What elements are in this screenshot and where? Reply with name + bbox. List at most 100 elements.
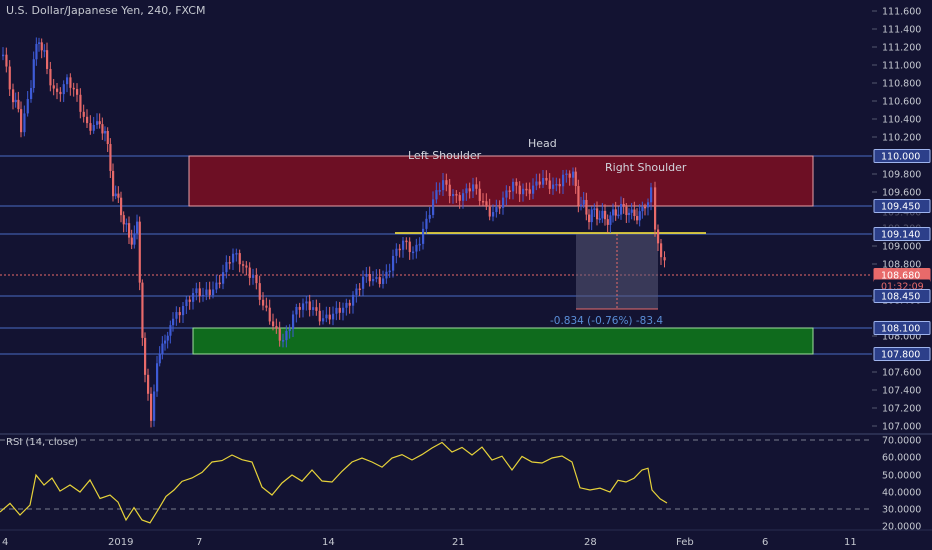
candle-body (156, 363, 159, 392)
time-axis[interactable]: 4 2019 7 14 21 28 Feb 6 11 (2, 537, 857, 548)
price-tick-label: 109.600 (882, 188, 921, 199)
price-tick-label: 109.000 (882, 242, 921, 253)
candle-body (492, 212, 495, 217)
time-axis-label: 7 (196, 537, 202, 548)
candle-body (308, 301, 311, 310)
candle-body (604, 210, 607, 220)
candle-body (558, 184, 561, 187)
head-label: Head (528, 137, 557, 150)
price-axis-panel[interactable] (872, 0, 932, 434)
candle-body (40, 42, 43, 51)
candle-body (133, 233, 136, 245)
candle-body (332, 313, 335, 320)
candle-body (62, 84, 65, 95)
candle-body (202, 294, 205, 297)
rsi-tick-label: 50.0000 (882, 471, 921, 482)
candle-body (412, 251, 415, 254)
candle-body (325, 314, 328, 319)
candle-body (502, 197, 505, 208)
candle-body (35, 43, 38, 60)
candle-body (98, 121, 101, 125)
candle-body (235, 253, 238, 255)
candle-body (86, 116, 89, 124)
candle-body (425, 218, 428, 229)
candle-body (136, 221, 139, 234)
candle-body (166, 335, 169, 341)
rsi-line[interactable] (0, 441, 668, 524)
candle-body (628, 212, 631, 216)
candle-body (104, 130, 107, 134)
price-tick-label: 108.800 (882, 260, 921, 271)
support-zone[interactable] (192, 327, 814, 355)
candle-body (285, 330, 288, 341)
time-axis-label: Feb (676, 537, 694, 548)
candle-body (472, 184, 475, 192)
candle-body (52, 85, 55, 89)
candle-body (568, 173, 571, 178)
candle-body (315, 307, 318, 311)
candle-body (2, 54, 5, 57)
resistance-zone[interactable] (188, 155, 814, 207)
symbol-title[interactable]: U.S. Dollar/Japanese Yen, 240, FXCM (6, 4, 206, 17)
candle-body (475, 184, 478, 189)
candle-body (242, 264, 245, 266)
candle-body (488, 206, 491, 217)
candle-body (69, 77, 72, 88)
candle-body (395, 248, 398, 256)
candle-body (647, 202, 650, 208)
candle-body (542, 178, 545, 185)
candle-body (288, 329, 291, 331)
candle-body (585, 199, 588, 215)
time-axis-label: 2019 (108, 537, 133, 548)
price-tag (873, 347, 931, 361)
candle-body (312, 307, 315, 310)
price-tag-label: 108.100 (881, 324, 920, 335)
rsi-title[interactable]: RSI (14, close) (6, 437, 79, 448)
candle-body (482, 200, 485, 203)
candle-body (522, 188, 525, 195)
candle-body (388, 270, 391, 273)
candle-body (292, 314, 295, 330)
candle-body (458, 195, 461, 201)
candle-body (218, 282, 221, 285)
candle-body (468, 188, 471, 192)
candle-body (328, 314, 331, 320)
candle-body (644, 206, 647, 209)
price-tags: 110.000109.450109.140108.68001:32:09108.… (873, 149, 931, 361)
candles[interactable] (2, 37, 666, 428)
right-shoulder-label: Right Shoulder (605, 161, 687, 174)
candle-body (295, 306, 298, 315)
price-tick-label: 107.600 (882, 368, 921, 379)
candle-body (222, 272, 225, 284)
candle-body (101, 124, 104, 134)
candle-body (182, 306, 185, 316)
candle-body (601, 210, 604, 219)
candle-body (625, 206, 628, 216)
candle-body (278, 328, 281, 341)
price-tag-label: 108.450 (881, 292, 920, 303)
candle-body (478, 188, 481, 201)
candle-body (212, 289, 215, 296)
price-tag (873, 289, 931, 303)
candle-body (43, 50, 46, 52)
candle-body (348, 302, 351, 306)
candle-body (448, 184, 451, 197)
candle-body (609, 215, 612, 225)
candle-body (72, 87, 75, 90)
candle-body (79, 94, 82, 112)
candle-body (650, 187, 653, 203)
candle-body (375, 277, 378, 279)
candle-body (572, 171, 575, 178)
candle-body (76, 89, 79, 95)
candle-body (455, 194, 458, 196)
candle-body (17, 99, 20, 110)
candle-body (535, 181, 538, 186)
candle-body (498, 207, 501, 209)
candle-body (545, 178, 548, 181)
candle-body (252, 275, 255, 278)
candle-body (525, 188, 528, 191)
candle-body (562, 174, 565, 187)
candle-body (657, 229, 660, 244)
candle-body (215, 282, 218, 290)
